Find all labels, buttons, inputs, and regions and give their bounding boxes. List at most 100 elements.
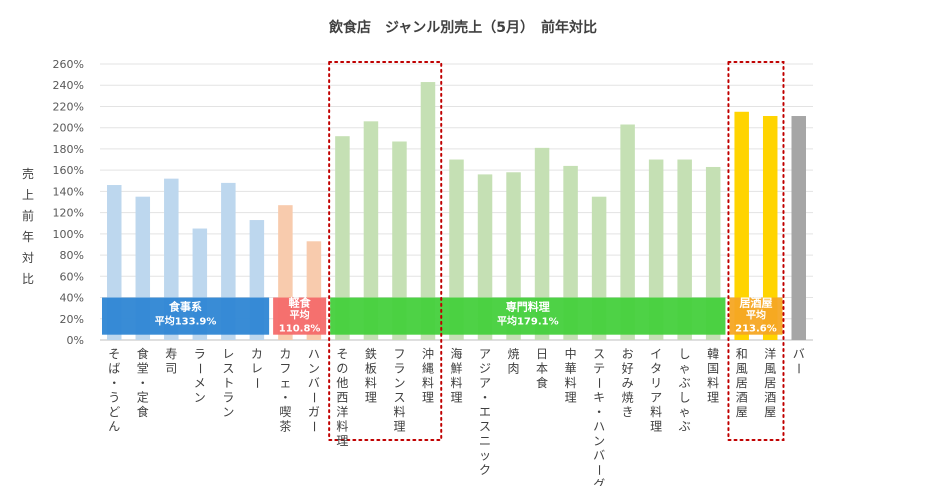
category-label-char: 風: [736, 362, 748, 376]
category-label-char: 料: [422, 376, 434, 390]
bar-韓国料理: [705, 166, 721, 340]
band-食事系: [102, 297, 270, 335]
y-tick-label: 100%: [53, 228, 84, 241]
category-label-char: お: [622, 347, 634, 361]
category-label-char: ク: [479, 463, 491, 477]
category-label-char: メ: [194, 376, 206, 390]
category-label-char: 茶: [279, 419, 291, 434]
category-label-char: 洋: [336, 404, 348, 419]
bar-中華料理: [563, 165, 578, 340]
band-name: 軽食: [289, 296, 312, 310]
category-label-char: 屋: [736, 405, 748, 419]
category-label-char: 料: [650, 405, 662, 419]
category-label-char: 華: [565, 362, 577, 376]
category-label-char: キ: [593, 391, 605, 405]
category-label-char: 鮮: [450, 362, 462, 376]
category-label-char: 日: [536, 347, 548, 361]
category-label-char: ・: [279, 391, 291, 405]
category-label-char: 司: [165, 362, 177, 376]
y-tick-label: 40%: [60, 292, 84, 305]
category-label-char: し: [679, 347, 691, 361]
category-label: 日本食: [536, 347, 548, 390]
y-tick-labels: 0% 20% 40% 60% 80% 100% 120% 140% 160% 180% 200% 22…: [53, 58, 84, 347]
category-label-char: ・: [593, 405, 605, 419]
y-axis-label-char: 年: [22, 230, 34, 244]
y-tick-label: 220%: [53, 100, 84, 113]
category-label-char: ア: [650, 391, 662, 405]
category-label-char: 理: [707, 391, 719, 405]
category-label-char: ラ: [194, 347, 206, 361]
y-tick-label: 160%: [53, 164, 84, 177]
y-tick-label: 120%: [53, 207, 84, 220]
category-label-char: ン: [308, 362, 320, 376]
bar-バー: [791, 116, 806, 340]
category-label-char: 料: [336, 420, 348, 434]
category-label-char: ハ: [593, 420, 605, 434]
band-average-label: 平均179.1%: [497, 315, 559, 328]
y-tick-label: 240%: [53, 79, 84, 92]
category-label-char: ど: [108, 405, 120, 419]
category-label-char: 料: [393, 405, 405, 419]
category-label: カフェ・喫茶: [279, 347, 291, 434]
category-label-char: 理: [393, 420, 405, 434]
category-label-char: ッ: [479, 449, 491, 463]
category-label-char: 居: [736, 376, 748, 390]
category-label-char: 理: [336, 434, 348, 448]
category-label-char: ・: [108, 376, 120, 390]
category-label-char: そ: [336, 347, 348, 361]
chart-title: 飲食店 ジャンル別売上（5月） 前年対比: [328, 19, 597, 36]
category-label-char: バ: [308, 376, 320, 390]
category-label-char: ア: [479, 347, 491, 361]
category-label-char: グ: [593, 478, 605, 486]
category-label-char: 洋: [764, 346, 776, 361]
category-label-char: 寿: [165, 347, 177, 361]
category-label-char: 縄: [422, 361, 434, 376]
category-label-char: そ: [108, 347, 120, 361]
category-label-char: 中: [565, 346, 577, 361]
bar-イタリア料理: [648, 159, 664, 340]
category-label-char: フ: [279, 362, 291, 376]
bar-洋風居酒屋: [762, 116, 778, 340]
category-label-char: 板: [365, 362, 377, 376]
category-label-char: ・: [479, 391, 491, 405]
category-label-char: ラ: [393, 362, 405, 376]
category-label-char: の: [336, 362, 348, 376]
category-label-char: 食: [536, 375, 548, 390]
category-label: バー: [792, 347, 806, 375]
category-label-char: 理: [565, 391, 577, 405]
category-label-char: レ: [222, 347, 234, 361]
category-label-char: ゃ: [679, 405, 691, 419]
category-label-char: ス: [593, 347, 605, 361]
category-label-char: 料: [707, 376, 719, 390]
band-average-label: 平均133.9%: [155, 315, 217, 328]
bar-鉄板料理: [363, 121, 379, 340]
category-label-char: ー: [193, 362, 207, 374]
category-label-char: ハ: [308, 347, 320, 361]
category-label-char: フ: [393, 347, 405, 361]
band-専門料理: [330, 297, 726, 335]
y-axis-label-char: 上: [22, 188, 34, 202]
category-label-char: 理: [365, 391, 377, 405]
category-label-char: ジ: [479, 362, 491, 376]
category-label-char: ぶ: [679, 420, 691, 434]
category-label-char: 和: [736, 347, 748, 361]
category-label-char: 料: [450, 376, 462, 390]
band-軽食: [273, 297, 327, 335]
y-tick-label: 20%: [60, 313, 84, 326]
y-tick-label: 260%: [53, 58, 84, 71]
bar-お好み焼き: [620, 124, 635, 340]
category-label-char: 定: [137, 390, 149, 405]
category-label-char: 酒: [764, 391, 776, 405]
category-label-char: ア: [479, 376, 491, 390]
category-label-char: 本: [536, 362, 548, 376]
